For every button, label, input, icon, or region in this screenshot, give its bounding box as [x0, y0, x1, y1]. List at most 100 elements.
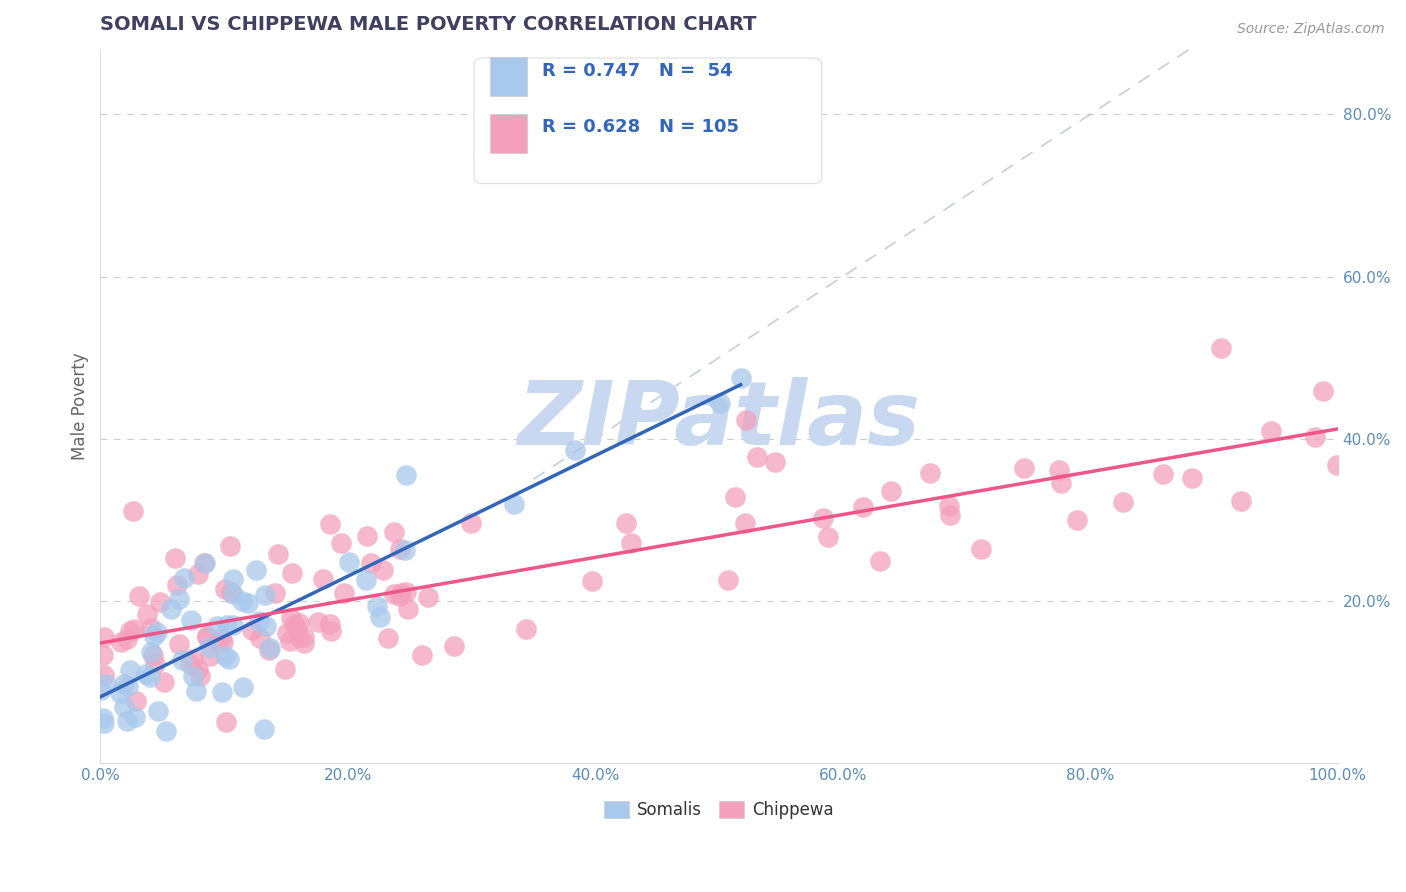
FancyBboxPatch shape	[491, 113, 527, 153]
Point	[170, 652, 193, 666]
Point	[278, 634, 301, 648]
Point	[194, 556, 217, 570]
Point	[1152, 467, 1174, 481]
Point	[938, 508, 960, 522]
Point	[283, 616, 305, 631]
Point	[257, 643, 280, 657]
Point	[135, 607, 157, 621]
Point	[181, 669, 204, 683]
Point	[368, 609, 391, 624]
Point	[395, 468, 418, 483]
Point	[312, 572, 335, 586]
Point	[287, 615, 309, 630]
Point	[730, 371, 752, 385]
Point	[852, 500, 875, 515]
Point	[354, 573, 377, 587]
Point	[747, 450, 769, 464]
Point	[292, 630, 315, 644]
Point	[253, 723, 276, 737]
Point	[288, 631, 311, 645]
Point	[938, 499, 960, 513]
Point	[614, 516, 637, 530]
Point	[395, 585, 418, 599]
Point	[319, 516, 342, 531]
Point	[366, 599, 388, 613]
Point	[1066, 513, 1088, 527]
Point	[920, 466, 942, 480]
Text: Source: ZipAtlas.com: Source: ZipAtlas.com	[1237, 22, 1385, 37]
Point	[274, 662, 297, 676]
Point	[180, 614, 202, 628]
Text: ZIPatlas: ZIPatlas	[517, 377, 921, 464]
Point	[245, 563, 267, 577]
Point	[734, 516, 756, 530]
Point	[128, 590, 150, 604]
Point	[388, 589, 411, 603]
Point	[118, 624, 141, 639]
Point	[166, 578, 188, 592]
Point	[765, 455, 787, 469]
Point	[515, 622, 537, 636]
Text: SOMALI VS CHIPPEWA MALE POVERTY CORRELATION CHART: SOMALI VS CHIPPEWA MALE POVERTY CORRELAT…	[100, 15, 756, 34]
Point	[880, 483, 903, 498]
Text: R = 0.747   N =  54: R = 0.747 N = 54	[543, 62, 733, 80]
Point	[280, 566, 302, 581]
Point	[1181, 471, 1204, 485]
Point	[1012, 460, 1035, 475]
Point	[122, 623, 145, 637]
Point	[709, 396, 731, 410]
Point	[187, 567, 209, 582]
Point	[264, 586, 287, 600]
Point	[205, 633, 228, 648]
Point	[332, 586, 354, 600]
Point	[356, 529, 378, 543]
Point	[159, 601, 181, 615]
Point	[371, 563, 394, 577]
Point	[411, 648, 433, 663]
Point	[503, 497, 526, 511]
Point	[125, 693, 148, 707]
Point	[222, 572, 245, 586]
Point	[112, 677, 135, 691]
Text: R = 0.628   N = 105: R = 0.628 N = 105	[543, 118, 740, 136]
Point	[232, 680, 254, 694]
Point	[195, 629, 218, 643]
Point	[307, 615, 329, 630]
Point	[1050, 476, 1073, 491]
Point	[215, 714, 238, 729]
Point	[93, 630, 115, 644]
Point	[197, 640, 219, 654]
Point	[187, 662, 209, 676]
Point	[236, 596, 259, 610]
Point	[337, 555, 360, 569]
Point	[143, 657, 166, 672]
Y-axis label: Male Poverty: Male Poverty	[72, 352, 89, 460]
Point	[321, 624, 343, 638]
Point	[143, 629, 166, 643]
Point	[249, 614, 271, 628]
Point	[253, 588, 276, 602]
Point	[1112, 495, 1135, 509]
Legend: Somalis, Chippewa: Somalis, Chippewa	[598, 795, 841, 826]
Point	[735, 412, 758, 426]
Point	[115, 714, 138, 728]
Point	[1303, 430, 1326, 444]
Point	[1312, 384, 1334, 398]
Point	[329, 536, 352, 550]
Point	[811, 510, 834, 524]
Point	[382, 587, 405, 601]
Point	[200, 648, 222, 663]
Point	[319, 616, 342, 631]
Point	[209, 632, 232, 646]
Point	[91, 648, 114, 662]
Point	[221, 585, 243, 599]
Point	[394, 542, 416, 557]
Point	[280, 610, 302, 624]
Point	[292, 636, 315, 650]
Point	[135, 666, 157, 681]
FancyBboxPatch shape	[491, 56, 527, 95]
Point	[1326, 458, 1348, 472]
Point	[284, 620, 307, 634]
Point	[146, 624, 169, 639]
Point	[581, 574, 603, 588]
